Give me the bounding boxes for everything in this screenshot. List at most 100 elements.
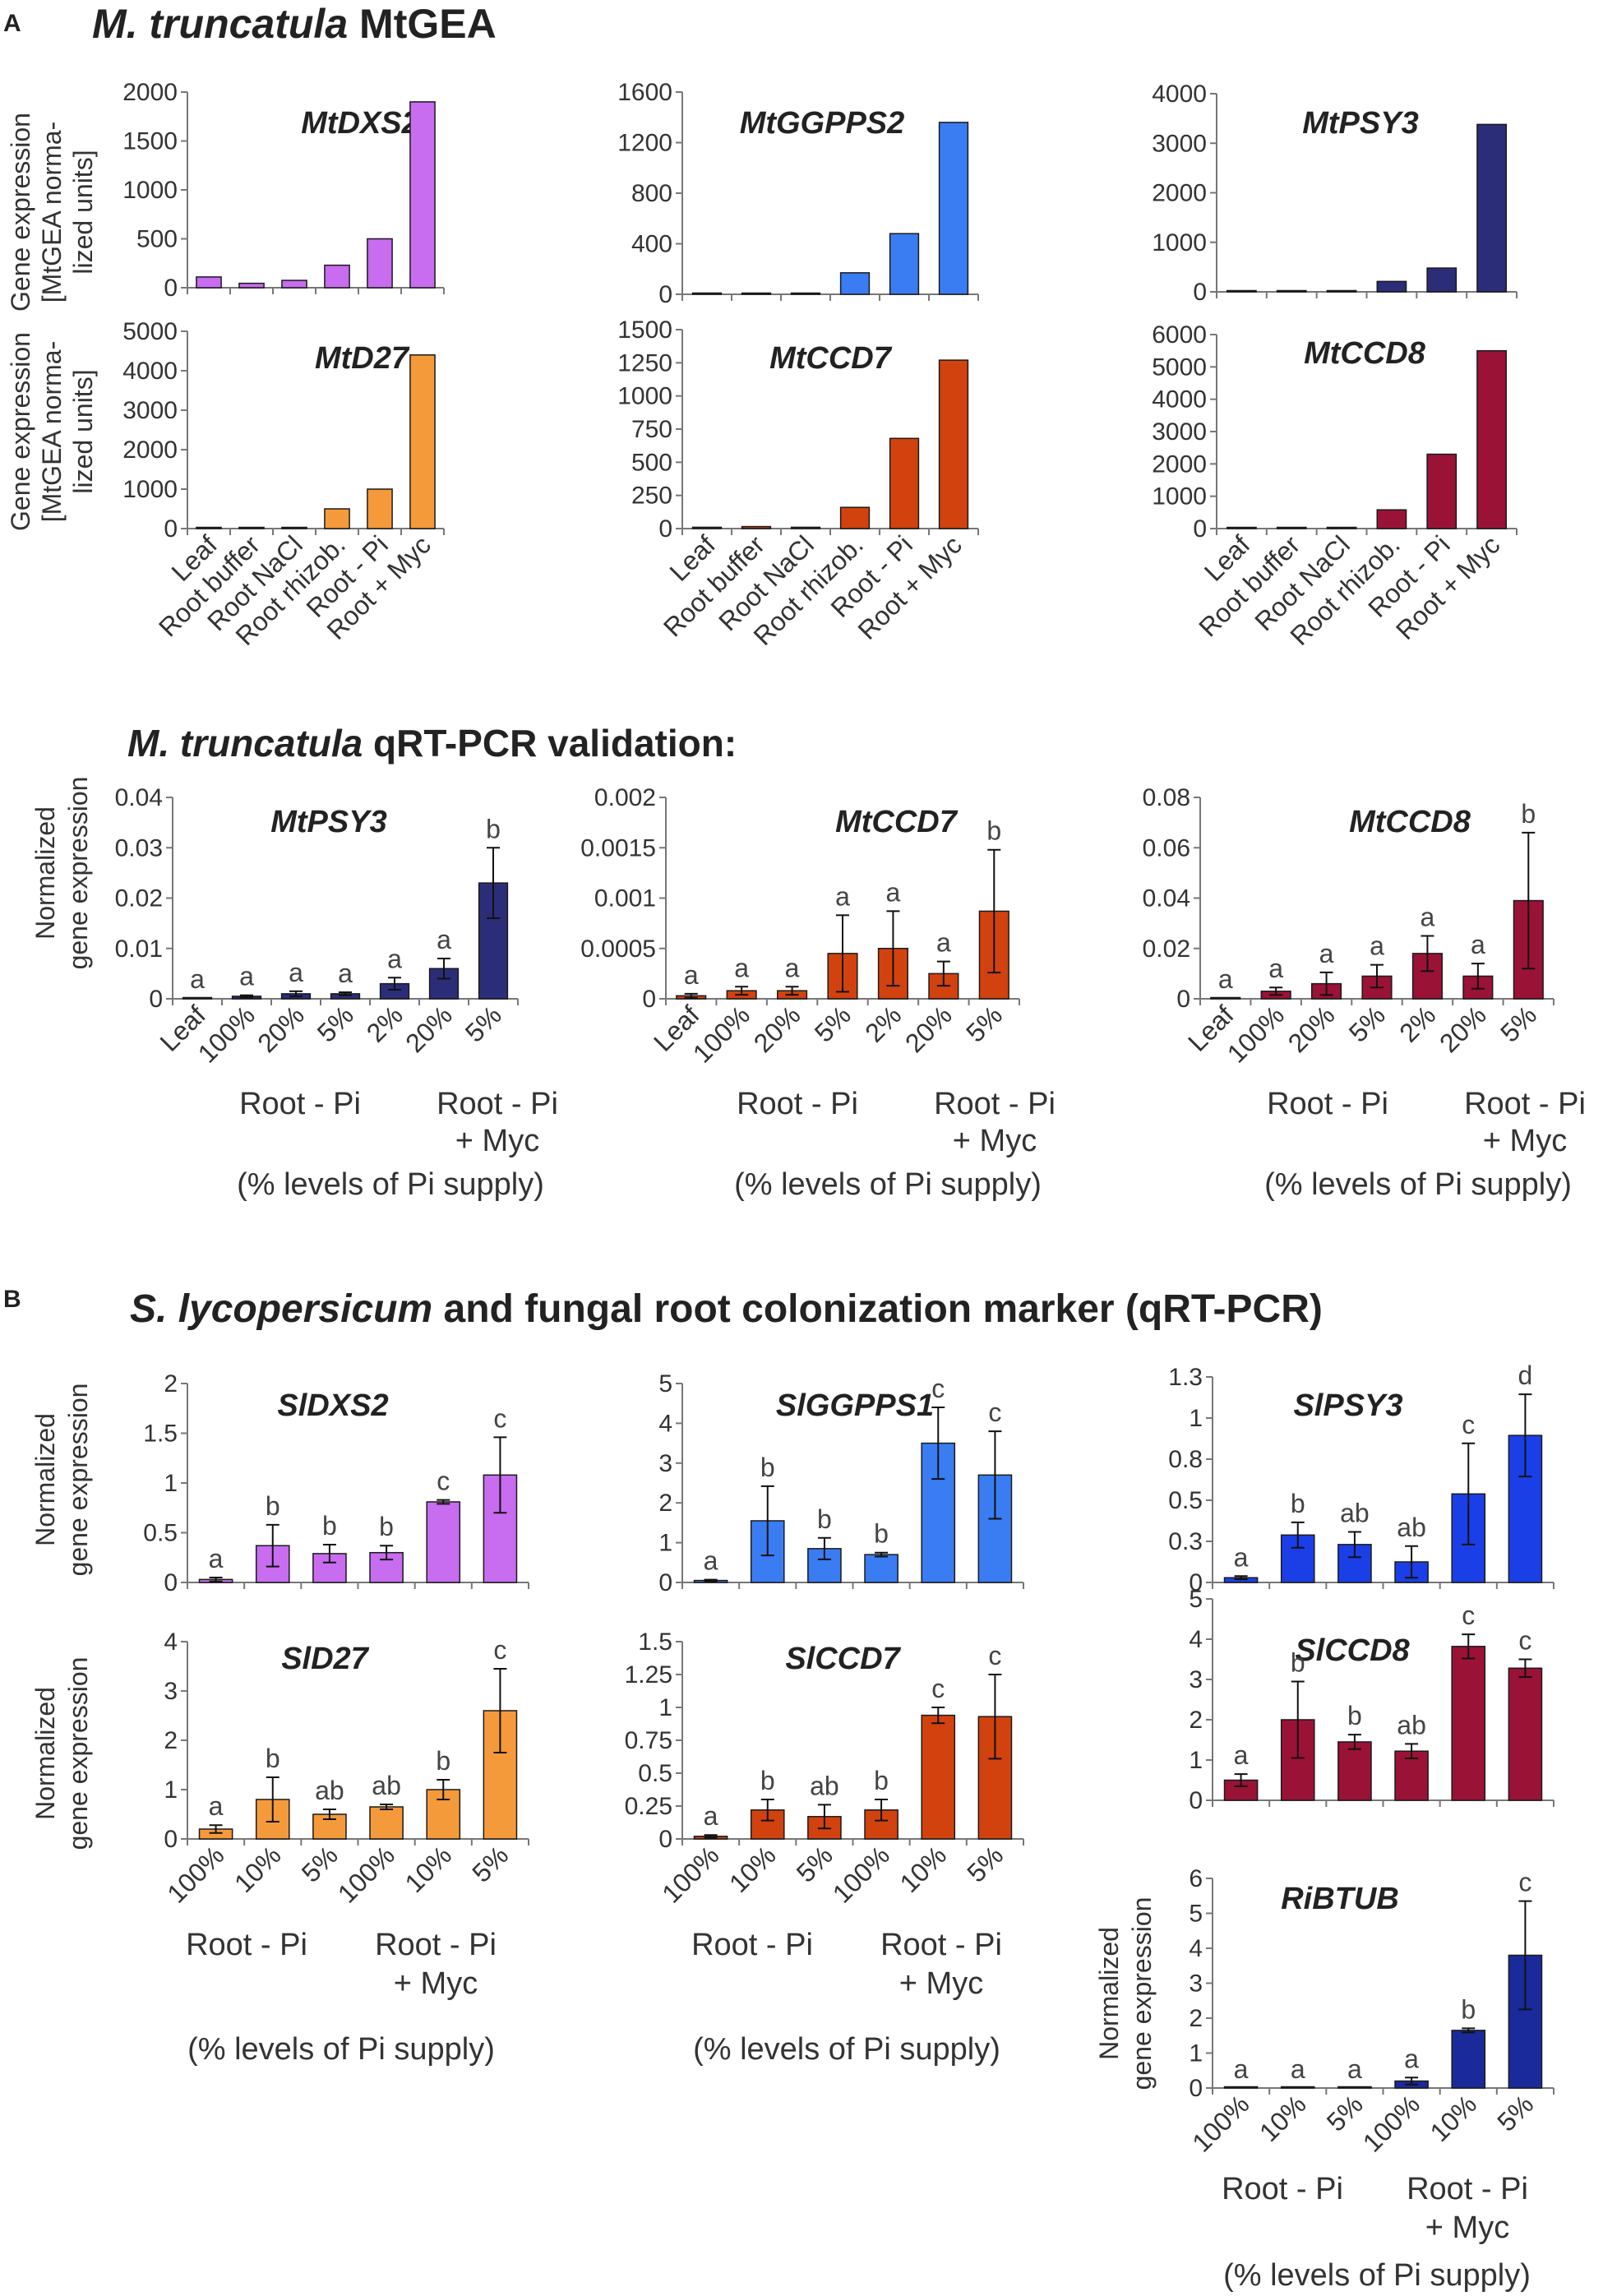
significance-letter: a	[1268, 954, 1283, 983]
significance-letter: a	[734, 953, 749, 982]
significance-letter: a	[1471, 930, 1485, 959]
x-tick-label: 10%	[1254, 2089, 1312, 2147]
y-tick-label: 5	[658, 1370, 672, 1397]
group-root-pi-2: Root - Pi	[737, 1087, 858, 1121]
bar	[196, 276, 222, 289]
x-tick-label: 2%	[361, 1000, 409, 1047]
bar	[889, 233, 920, 295]
chart-title: SlD27	[281, 1642, 369, 1676]
group-root-pi-4: Root - Pi	[186, 1928, 307, 1962]
y-tick-label: 1200	[617, 130, 672, 157]
y-tick-label: 1000	[1152, 483, 1207, 510]
y-tick-label: 0.5	[1168, 1487, 1203, 1514]
significance-letter: b	[1291, 1647, 1305, 1677]
significance-letter: b	[760, 1453, 775, 1482]
panel-a-title: M. truncatula MtGEA	[92, 1, 497, 47]
y-tick-label: 0	[149, 986, 163, 1013]
significance-letter: ab	[1340, 1498, 1370, 1527]
x-tick-label: 10%	[723, 1840, 782, 1898]
svg-text:[MtGEA norma-: [MtGEA norma-	[37, 122, 67, 303]
group-root-pi-myc-5b: + Myc	[899, 1966, 983, 2001]
chart-mtggpps2: 0 400 800 1200 1600 MtGGPPS2	[617, 79, 979, 308]
x-tick-label: 100%	[687, 1000, 755, 1068]
chart-title: SlPSY3	[1293, 1388, 1402, 1423]
y-tick-label: 0	[658, 1826, 672, 1853]
y-tick-label: 4000	[1152, 81, 1207, 108]
significance-letter: a	[239, 962, 254, 991]
x-tick-label: 100%	[827, 1840, 895, 1908]
x-tick-label: 2%	[859, 1000, 907, 1047]
pi-supply-note-1: (% levels of Pi supply)	[237, 1167, 544, 1202]
panel-a-label: A	[3, 10, 21, 37]
y-tick-label: 0.75	[625, 1727, 672, 1754]
significance-letter: b	[266, 1491, 280, 1521]
svg-text:gene expression: gene expression	[1127, 1897, 1157, 2090]
significance-letter: c	[437, 1467, 450, 1496]
significance-letter: a	[1218, 964, 1233, 994]
chart-mtpsy3: 0 1000 2000 3000 4000 MtPSY3	[1152, 81, 1518, 306]
significance-letter: b	[986, 816, 1001, 846]
y-tick-label: 5000	[1152, 353, 1207, 381]
bar	[1276, 289, 1307, 293]
x-tick-label: 5%	[1321, 2089, 1369, 2137]
bar	[1508, 1667, 1543, 1801]
y-tick-label: 1.5	[143, 1421, 178, 1448]
significance-letter: a	[684, 960, 699, 990]
significance-letter: a	[785, 953, 800, 982]
y-tick-label: 3000	[122, 397, 178, 424]
chart-title: SlCCD7	[785, 1642, 901, 1676]
bar	[839, 506, 871, 529]
chart-mtdxs2: 0 500 1000 1500 2000 MtDXS2	[122, 79, 445, 302]
y-tick-label: 0	[1189, 1569, 1203, 1596]
svg-text:gene expression: gene expression	[63, 1384, 93, 1577]
y-tick-label: 750	[631, 416, 672, 443]
panel-b-label: B	[3, 1286, 21, 1313]
significance-letter: a	[1234, 1740, 1249, 1770]
chart-title: MtGGPPS2	[740, 106, 905, 141]
significance-letter: b	[1347, 1701, 1362, 1730]
x-tick-label: 10%	[399, 1840, 457, 1898]
y-tick-label: 0	[658, 515, 672, 543]
group-root-pi-myc-2a: Root - Pi	[934, 1087, 1056, 1121]
ylabel-sl-bottom: Normalized gene expression	[30, 1657, 93, 1850]
y-tick-label: 0.01	[115, 935, 163, 963]
svg-text:Normalized: Normalized	[30, 806, 60, 940]
y-tick-label: 0.0005	[580, 935, 656, 963]
bar	[238, 526, 265, 529]
significance-letter: b	[817, 1504, 832, 1534]
y-tick-label: 3	[1189, 1970, 1203, 1998]
bar	[367, 238, 393, 289]
y-tick-label: 0.5	[143, 1520, 178, 1547]
chart-slggpps1: 0 1 2 3 4 5 SlGGPPS1 a b b b c c	[658, 1370, 1024, 1596]
bar	[839, 272, 871, 295]
y-tick-label: 2	[164, 1370, 178, 1397]
significance-letter: a	[1421, 902, 1435, 931]
y-tick-label: 0.03	[115, 834, 163, 862]
chart-title: SlGGPPS1	[776, 1388, 934, 1423]
group-root-pi-myc-5a: Root - Pi	[880, 1928, 1002, 1962]
group-root-pi-6: Root - Pi	[1222, 2172, 1343, 2206]
x-tick-label: 5%	[961, 1840, 1009, 1887]
bar	[1227, 526, 1257, 529]
x-tick-label: 5%	[460, 1000, 507, 1047]
y-tick-label: 1000	[122, 177, 178, 204]
x-tick-label: 5%	[1491, 2089, 1539, 2137]
bar	[938, 359, 969, 529]
x-tick-label: 5%	[960, 1000, 1008, 1047]
x-tick-label: 20%	[748, 1000, 806, 1058]
bar	[921, 1714, 956, 1840]
significance-letter: b	[874, 1766, 889, 1795]
bar	[790, 292, 821, 295]
x-tick-label: 100%	[192, 1000, 261, 1068]
svg-text:Normalized: Normalized	[1094, 1927, 1124, 2060]
svg-text:Normalized: Normalized	[30, 1413, 60, 1546]
x-tick-label: 10%	[1424, 2089, 1482, 2147]
y-tick-label: 500	[136, 226, 178, 253]
x-tick-label: 20%	[400, 1000, 458, 1058]
chart-title: MtPSY3	[1302, 106, 1418, 141]
y-tick-label: 6	[1189, 1865, 1203, 1892]
bar	[889, 437, 920, 529]
x-tick-label: 5%	[312, 1000, 359, 1047]
sl-group-labels: Root - Pi Root - Pi + Myc (% levels of P…	[186, 1928, 1531, 2293]
